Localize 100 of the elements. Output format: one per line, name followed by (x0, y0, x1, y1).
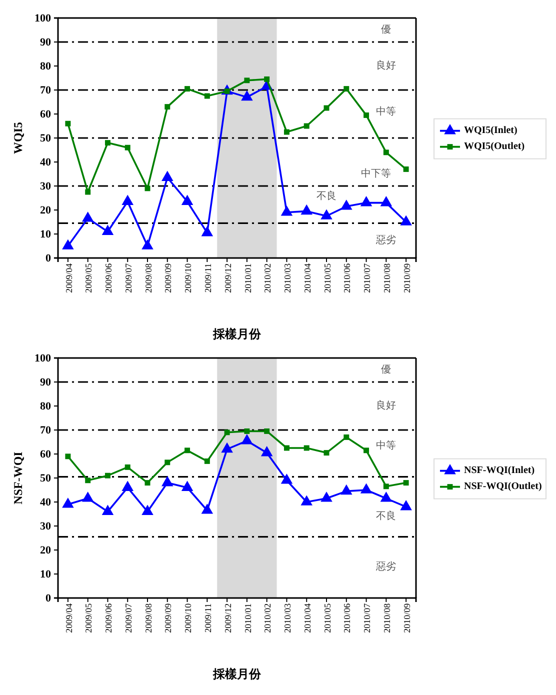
point (144, 186, 150, 192)
point (201, 504, 214, 514)
y-tick-label: 30 (40, 180, 52, 193)
x-tick-label: 2010/03 (282, 602, 293, 633)
x-tick-label: 2010/06 (342, 602, 352, 633)
y-tick-label: 50 (40, 472, 52, 485)
point (144, 480, 150, 486)
x-tick-label: 2010/05 (322, 602, 332, 633)
x-tick-label: 2010/01 (242, 263, 253, 293)
point (380, 196, 392, 206)
point (104, 472, 110, 478)
point (122, 194, 134, 205)
point (403, 166, 409, 172)
legend-label: WQI5(Outlet) (464, 141, 525, 152)
x-tick-label: 2010/03 (282, 262, 293, 293)
x-tick-label: 2010/07 (362, 262, 372, 293)
point (65, 120, 71, 126)
y-tick-label: 80 (40, 60, 52, 73)
x-tick-label: 2009/08 (143, 602, 154, 633)
x-axis-title: 採樣月份 (212, 667, 262, 681)
x-tick-label: 2009/12 (222, 603, 233, 633)
point (300, 495, 312, 506)
point (102, 504, 114, 515)
annotation: 良好 (376, 59, 396, 72)
point (340, 200, 352, 210)
x-tick-label: 2009/06 (104, 262, 114, 293)
point (122, 480, 134, 491)
annotation: 良好 (376, 399, 396, 412)
point (142, 239, 154, 250)
x-axis-title: 採樣月份 (212, 327, 262, 341)
point (124, 144, 130, 150)
y-tick-label: 60 (40, 108, 52, 121)
x-tick-label: 2009/10 (183, 262, 194, 293)
y-tick-label: 0 (46, 592, 52, 605)
y-tick-label: 70 (40, 84, 52, 97)
y-tick-label: 80 (40, 400, 52, 413)
x-tick-label: 2010/09 (402, 262, 412, 293)
point (360, 196, 372, 206)
point (162, 170, 174, 181)
y-tick-label: 60 (40, 448, 52, 461)
point (380, 492, 392, 502)
point (383, 484, 389, 490)
point (264, 428, 270, 434)
y-tick-label: 30 (40, 520, 52, 533)
x-tick-label: 2009/04 (64, 602, 74, 633)
point (284, 445, 290, 451)
point (400, 215, 412, 226)
x-tick-label: 2010/08 (382, 262, 392, 293)
x-tick-label: 2010/07 (362, 602, 372, 633)
point (244, 428, 250, 434)
point (221, 442, 233, 453)
legend-label: WQI5(Inlet) (464, 125, 518, 136)
point (280, 206, 293, 216)
point (62, 498, 74, 508)
annotation: 惡劣 (375, 560, 396, 573)
point (244, 78, 250, 84)
point (383, 150, 389, 156)
y-tick-label: 40 (40, 496, 52, 509)
legend-label: NSF-WQI(Outlet) (464, 481, 542, 492)
x-tick-label: 2010/02 (262, 263, 273, 293)
annotation: 優 (381, 24, 392, 36)
point (65, 454, 71, 460)
point (304, 123, 310, 129)
point (260, 446, 273, 456)
point (360, 483, 372, 494)
point (184, 448, 190, 454)
x-tick-label: 2010/08 (382, 602, 392, 633)
y-tick-label: 20 (40, 204, 52, 217)
x-tick-label: 2009/08 (143, 262, 154, 293)
point (320, 209, 332, 220)
y-tick-label: 100 (34, 12, 52, 25)
x-tick-label: 2009/09 (163, 602, 174, 633)
point (403, 480, 409, 486)
y-tick-label: 90 (40, 376, 52, 389)
point (85, 189, 91, 195)
y-tick-label: 70 (40, 424, 52, 437)
y-tick-label: 40 (40, 156, 52, 169)
annotation: 中等 (376, 440, 396, 452)
x-tick-label: 2010/02 (262, 603, 273, 633)
point (142, 504, 154, 515)
x-tick-label: 2010/01 (242, 603, 253, 633)
point (124, 464, 130, 470)
point (280, 474, 293, 484)
point (320, 492, 332, 502)
annotation: 不良 (376, 510, 396, 522)
point (284, 129, 290, 135)
x-tick-label: 2010/05 (322, 262, 332, 293)
y-axis-title: NSF-WQI (11, 451, 25, 504)
point (82, 212, 94, 222)
x-tick-label: 2009/04 (64, 262, 74, 293)
point (364, 112, 370, 118)
point (162, 476, 174, 486)
x-tick-label: 2010/06 (342, 262, 352, 293)
point (102, 224, 114, 235)
point (181, 480, 194, 491)
x-tick-label: 2009/05 (84, 262, 94, 293)
point (82, 492, 94, 502)
annotation: 優 (381, 364, 392, 376)
annotation: 中下等 (361, 167, 392, 180)
x-tick-label: 2009/12 (222, 263, 233, 293)
